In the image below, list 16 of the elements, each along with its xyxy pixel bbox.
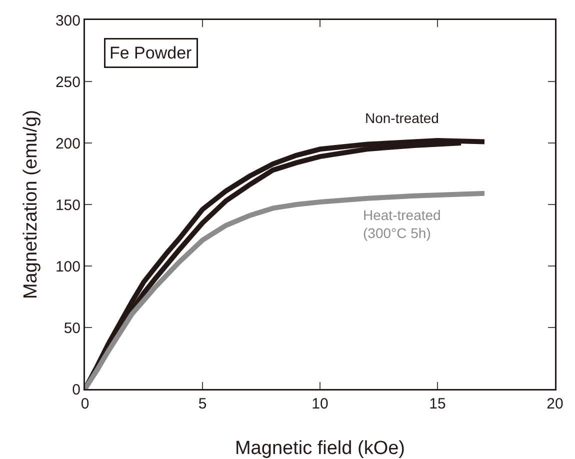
- x-tick-label: 20: [546, 396, 564, 412]
- text: Fe Powder: [110, 44, 192, 62]
- y-tick-label: 0: [72, 381, 80, 398]
- y-tick-label: 100: [55, 258, 80, 276]
- x-tick-label: 10: [312, 396, 328, 412]
- y-tick-label: 250: [55, 74, 80, 91]
- y-tick-label: 200: [55, 135, 80, 152]
- y-tick-label: 150: [55, 196, 80, 214]
- x-axis-title: Magnetic field (kOe): [234, 438, 406, 459]
- y-axis-title: Magnetization (emu/g): [20, 110, 42, 300]
- y-tick-label: 300: [55, 12, 80, 30]
- series-label: Non-treated: [365, 110, 439, 126]
- x-tick-label: 15: [429, 396, 446, 412]
- y-tick-label: 50: [64, 320, 80, 337]
- series-label: Heat-treated (300°C 5h): [363, 207, 441, 242]
- x-tick-label: 5: [198, 396, 207, 412]
